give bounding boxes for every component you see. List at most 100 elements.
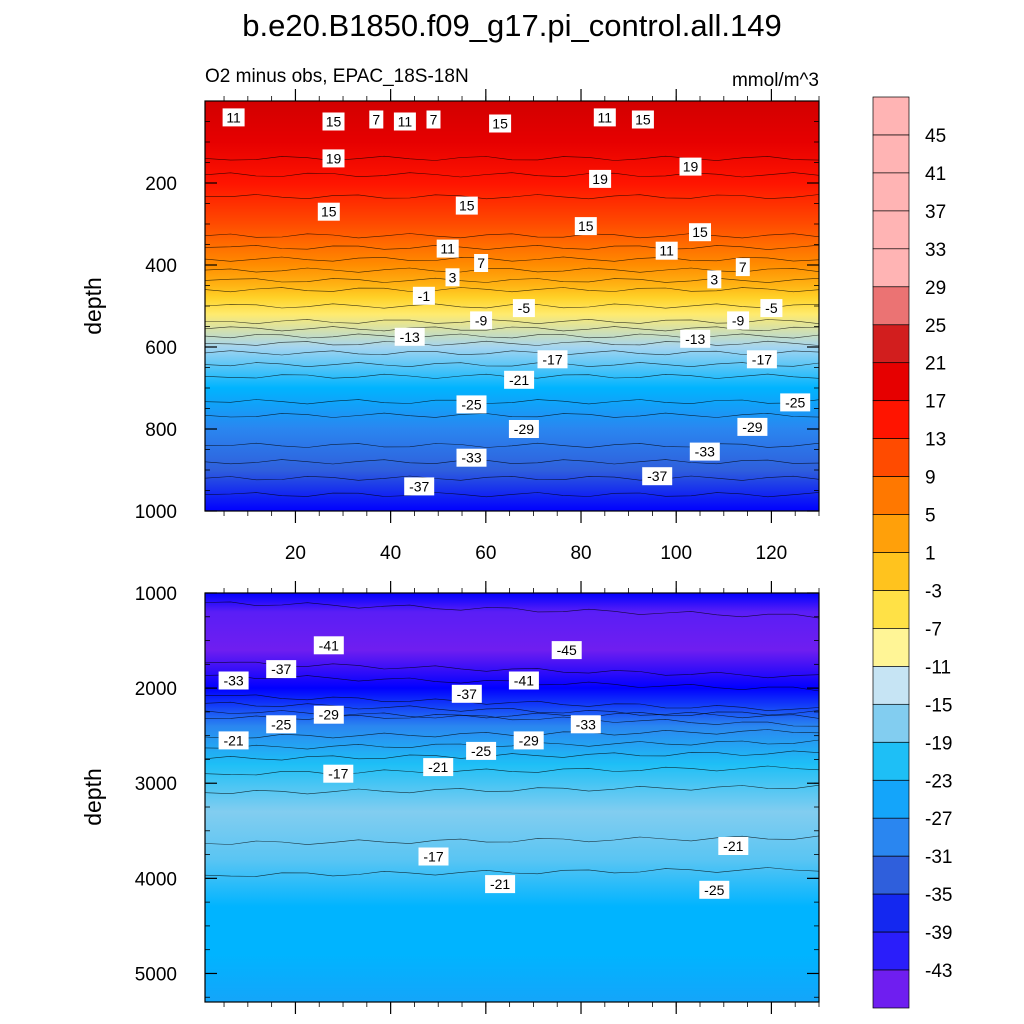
contour-label: 15 bbox=[692, 224, 708, 240]
contour-label-box bbox=[456, 395, 487, 414]
colorbar: 45 41 37 33 29 25 21 17 13 9 5 1 -3 -7 -11 -15 -19 -23 -27… bbox=[872, 96, 952, 1009]
colorbar-label: 25 bbox=[925, 316, 946, 337]
contour-label: 11 bbox=[598, 109, 613, 125]
contour-label: 7 bbox=[372, 112, 380, 128]
chart-title: b.e20.B1850.f09_g17.pi_control.all.149 bbox=[242, 8, 782, 43]
upper-contour-labels: 11 15 7 11 7 15 11 15 19 19 19 15 15 15 15 11 11 7 7 3 3 -1 -5… bbox=[222, 108, 811, 496]
y-tick-label: 3000 bbox=[135, 774, 177, 795]
contour-label-box bbox=[679, 157, 702, 176]
colorbar-label: 33 bbox=[925, 240, 946, 261]
contour-label: 11 bbox=[440, 241, 455, 257]
contour-label-box bbox=[485, 875, 516, 894]
contour-label-box bbox=[589, 169, 612, 188]
colorbar-label: -11 bbox=[925, 657, 951, 678]
contour-line bbox=[205, 155, 819, 161]
colorbar-box bbox=[872, 893, 910, 933]
contour-line bbox=[205, 256, 819, 262]
contour-label-box bbox=[680, 329, 711, 348]
contour-label: -37 bbox=[647, 468, 667, 484]
contour-label-box bbox=[474, 254, 489, 272]
colorbar-box bbox=[872, 400, 910, 440]
contour-label: -17 bbox=[328, 766, 348, 782]
contour-label-box bbox=[655, 241, 678, 260]
contour-label-box bbox=[508, 420, 539, 438]
contour-label: -29 bbox=[742, 419, 762, 435]
y-tick-label: 1000 bbox=[135, 584, 177, 605]
x-tick-label: 100 bbox=[660, 543, 692, 564]
colorbar-label: -3 bbox=[925, 582, 942, 603]
contour-label-box bbox=[504, 370, 535, 389]
contour-label: 15 bbox=[635, 112, 651, 128]
contour-line bbox=[205, 784, 819, 795]
contour-line bbox=[205, 765, 819, 776]
contour-line bbox=[205, 172, 819, 178]
lower-y-axis-label: depth bbox=[80, 768, 106, 826]
contour-label-box bbox=[423, 758, 454, 777]
contour-line bbox=[205, 601, 819, 619]
contour-label-box bbox=[317, 202, 340, 221]
contour-label-box bbox=[456, 448, 487, 467]
contour-label: 19 bbox=[592, 171, 608, 187]
contour-line bbox=[205, 350, 819, 356]
contour-label: 19 bbox=[683, 159, 699, 175]
contour-label: -33 bbox=[223, 673, 243, 689]
contour-label: -5 bbox=[765, 300, 778, 316]
lower-panel: -41 -45 -37 -41 -33 -37 -29 -33 -25 -29 -21 -25 -21 -… bbox=[80, 581, 820, 1014]
contour-label-box bbox=[593, 108, 616, 127]
contour-label: -37 bbox=[457, 686, 477, 702]
lower-field bbox=[205, 593, 819, 1002]
contour-label-box bbox=[508, 671, 539, 690]
colorbar-box bbox=[872, 438, 910, 477]
colorbar-label: -39 bbox=[925, 923, 952, 944]
colorbar-box bbox=[872, 476, 910, 515]
contour-label: -21 bbox=[428, 759, 448, 775]
contour-label-box bbox=[718, 837, 749, 855]
contour-label-box bbox=[412, 286, 435, 305]
colorbar-box bbox=[872, 628, 910, 667]
colorbar-label: 13 bbox=[925, 430, 946, 451]
units-label: mmol/m^3 bbox=[732, 70, 819, 91]
contour-label: -33 bbox=[695, 444, 715, 460]
colorbar-box bbox=[872, 286, 910, 326]
colorbar-label: -31 bbox=[925, 847, 952, 868]
colorbar-label: 41 bbox=[925, 164, 946, 185]
contour-label: -13 bbox=[685, 331, 705, 347]
contour-label-box bbox=[760, 299, 783, 318]
contour-label-box bbox=[266, 715, 297, 734]
contour-label-box bbox=[426, 110, 441, 129]
contour-label-box bbox=[737, 417, 768, 436]
contour-label: -21 bbox=[509, 372, 529, 388]
contour-line bbox=[205, 694, 819, 712]
contour-label: -33 bbox=[461, 450, 481, 466]
colorbar-box bbox=[872, 703, 910, 743]
contour-label-box bbox=[570, 715, 601, 734]
contour-label-box bbox=[394, 327, 425, 346]
contour-label: -29 bbox=[514, 421, 534, 437]
colorbar-label: -35 bbox=[925, 885, 952, 906]
colorbar-box bbox=[872, 362, 910, 402]
contour-label-box bbox=[727, 311, 750, 330]
contour-label: 11 bbox=[226, 109, 241, 125]
colorbar-box bbox=[872, 96, 910, 136]
colorbar-label: -23 bbox=[925, 771, 952, 792]
contour-label: -17 bbox=[542, 351, 562, 367]
contour-label-box bbox=[313, 705, 344, 724]
contour-label: 3 bbox=[449, 269, 457, 285]
contour-label: -25 bbox=[461, 396, 481, 412]
contour-line bbox=[205, 492, 819, 498]
contour-label-box bbox=[642, 467, 673, 486]
contour-label: 11 bbox=[659, 243, 674, 259]
contour-label: -25 bbox=[704, 882, 724, 898]
colorbar-label: 5 bbox=[925, 506, 936, 527]
upper-axis-ticks: 200 400 600 800 1000 20 40 60 80 100 120 bbox=[135, 89, 820, 564]
colorbar-box bbox=[872, 248, 910, 288]
contour-line bbox=[205, 412, 819, 418]
lower-contour-lines bbox=[205, 601, 819, 877]
colorbar-box bbox=[872, 552, 910, 591]
contour-label: -29 bbox=[319, 707, 339, 723]
contour-line bbox=[205, 194, 819, 200]
lower-contour-labels: -41 -45 -37 -41 -33 -37 -29 -33 -25 -29 -21 -25 -21 -… bbox=[218, 636, 749, 899]
contour-label-box bbox=[266, 660, 297, 679]
colorbar-box bbox=[872, 210, 910, 250]
